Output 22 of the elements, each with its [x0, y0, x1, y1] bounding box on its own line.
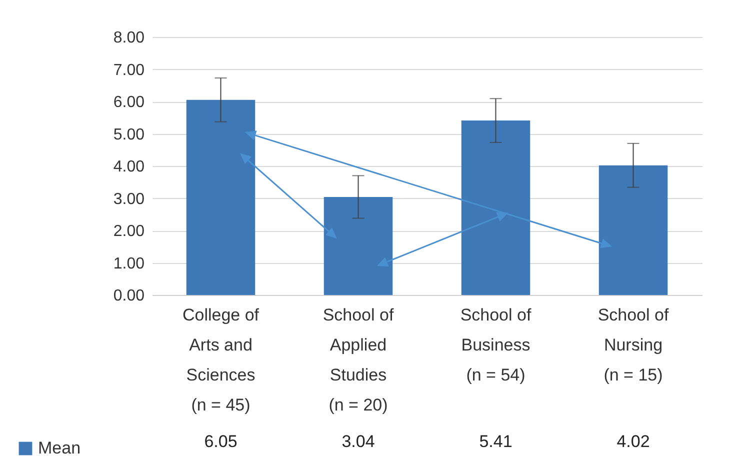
bar	[324, 196, 393, 295]
y-tick-label: 1.00	[113, 255, 145, 272]
x-tick-label: College of Arts and Sciences (n = 45)	[182, 306, 260, 414]
y-tick-label: 7.00	[113, 62, 145, 79]
x-tick-label: School of Nursing (n = 15)	[598, 306, 669, 384]
data-label: 5.41	[479, 432, 512, 451]
y-tick-label: 0.00	[113, 288, 145, 304]
y-tick-label: 6.00	[113, 94, 145, 111]
bar	[598, 165, 668, 295]
y-tick-label: 2.00	[113, 223, 145, 240]
legend-label: Mean	[38, 438, 81, 458]
y-tick-label: 3.00	[113, 190, 145, 208]
y-tick-label: 5.00	[113, 126, 145, 144]
x-tick-label: School of Business (n = 54)	[460, 306, 532, 384]
data-label: 6.05	[204, 432, 238, 451]
y-tick-label: 4.00	[113, 158, 145, 176]
bar	[186, 100, 256, 295]
data-label: 3.04	[342, 432, 375, 451]
x-tick-label: School of Applied Studies (n = 20)	[322, 306, 394, 414]
y-tick-label: 8.00	[113, 30, 145, 46]
data-label: 4.02	[616, 432, 650, 451]
bar	[461, 120, 530, 295]
